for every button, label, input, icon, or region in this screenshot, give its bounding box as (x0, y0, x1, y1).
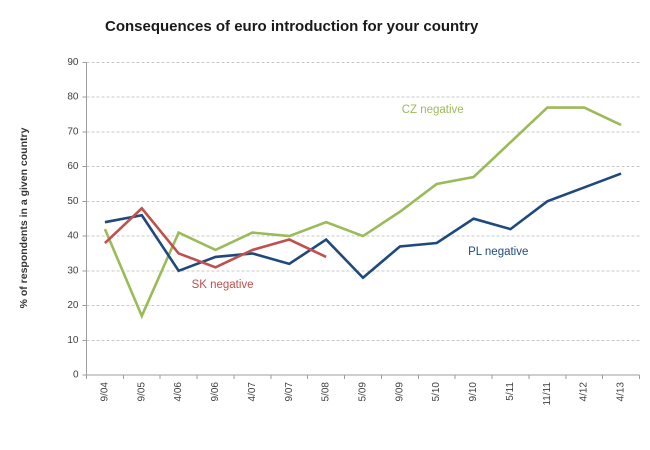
x-axis-tick-label: 4/12 (579, 382, 590, 402)
series-line-sk-negative (104, 206, 327, 269)
x-axis-tick-label: 9/04 (99, 382, 110, 402)
y-axis-tick-label: 90 (67, 57, 79, 68)
x-axis-tick-label: 5/09 (358, 382, 369, 402)
x-axis-tick-label: 5/10 (431, 382, 442, 402)
x-axis-tick-label: 4/13 (616, 382, 627, 402)
series-label-pl-negative: PL negative (468, 246, 528, 258)
x-axis-tick-label: 11/11 (542, 382, 553, 406)
chart-title: Consequences of euro introduction for yo… (105, 18, 479, 35)
y-axis-tick-label: 0 (73, 370, 79, 381)
y-axis-tick-label: 80 (67, 92, 79, 103)
y-axis-title: % of respondents in a given country (18, 127, 30, 308)
series-label-cz-negative: CZ negative (402, 104, 464, 116)
x-axis-tick-label: 9/06 (210, 382, 221, 402)
series-line-cz-negative (103, 106, 622, 320)
x-axis-tick-label: 9/05 (136, 382, 147, 402)
y-axis-tick-label: 20 (67, 300, 79, 311)
x-axis-tick-label: 9/09 (394, 382, 405, 402)
y-axis-tick-label: 60 (67, 161, 79, 172)
x-axis-tick-label: 5/08 (321, 382, 332, 402)
plot-area: 0 10 20 30 40 50 60 70 80 90 9/04 9/05 4/06 9/06 4/07 9… (67, 57, 640, 406)
y-axis-tick-label: 40 (67, 231, 79, 242)
x-axis-tick-label: 9/07 (284, 382, 295, 402)
y-axis-tick-label: 50 (67, 196, 79, 207)
series-label-sk-negative: SK negative (192, 279, 254, 291)
x-axis-tick-label: 4/07 (247, 382, 258, 402)
series-line-pl-negative (104, 172, 622, 280)
x-axis-tick-label: 9/10 (468, 382, 479, 402)
y-axis-tick-label: 10 (67, 335, 79, 346)
x-axis-tick-label: 5/11 (505, 382, 516, 401)
y-axis-tick-label: 30 (67, 265, 79, 276)
y-axis-tick-label: 70 (67, 126, 79, 137)
x-axis-tick-label: 4/06 (173, 382, 184, 402)
